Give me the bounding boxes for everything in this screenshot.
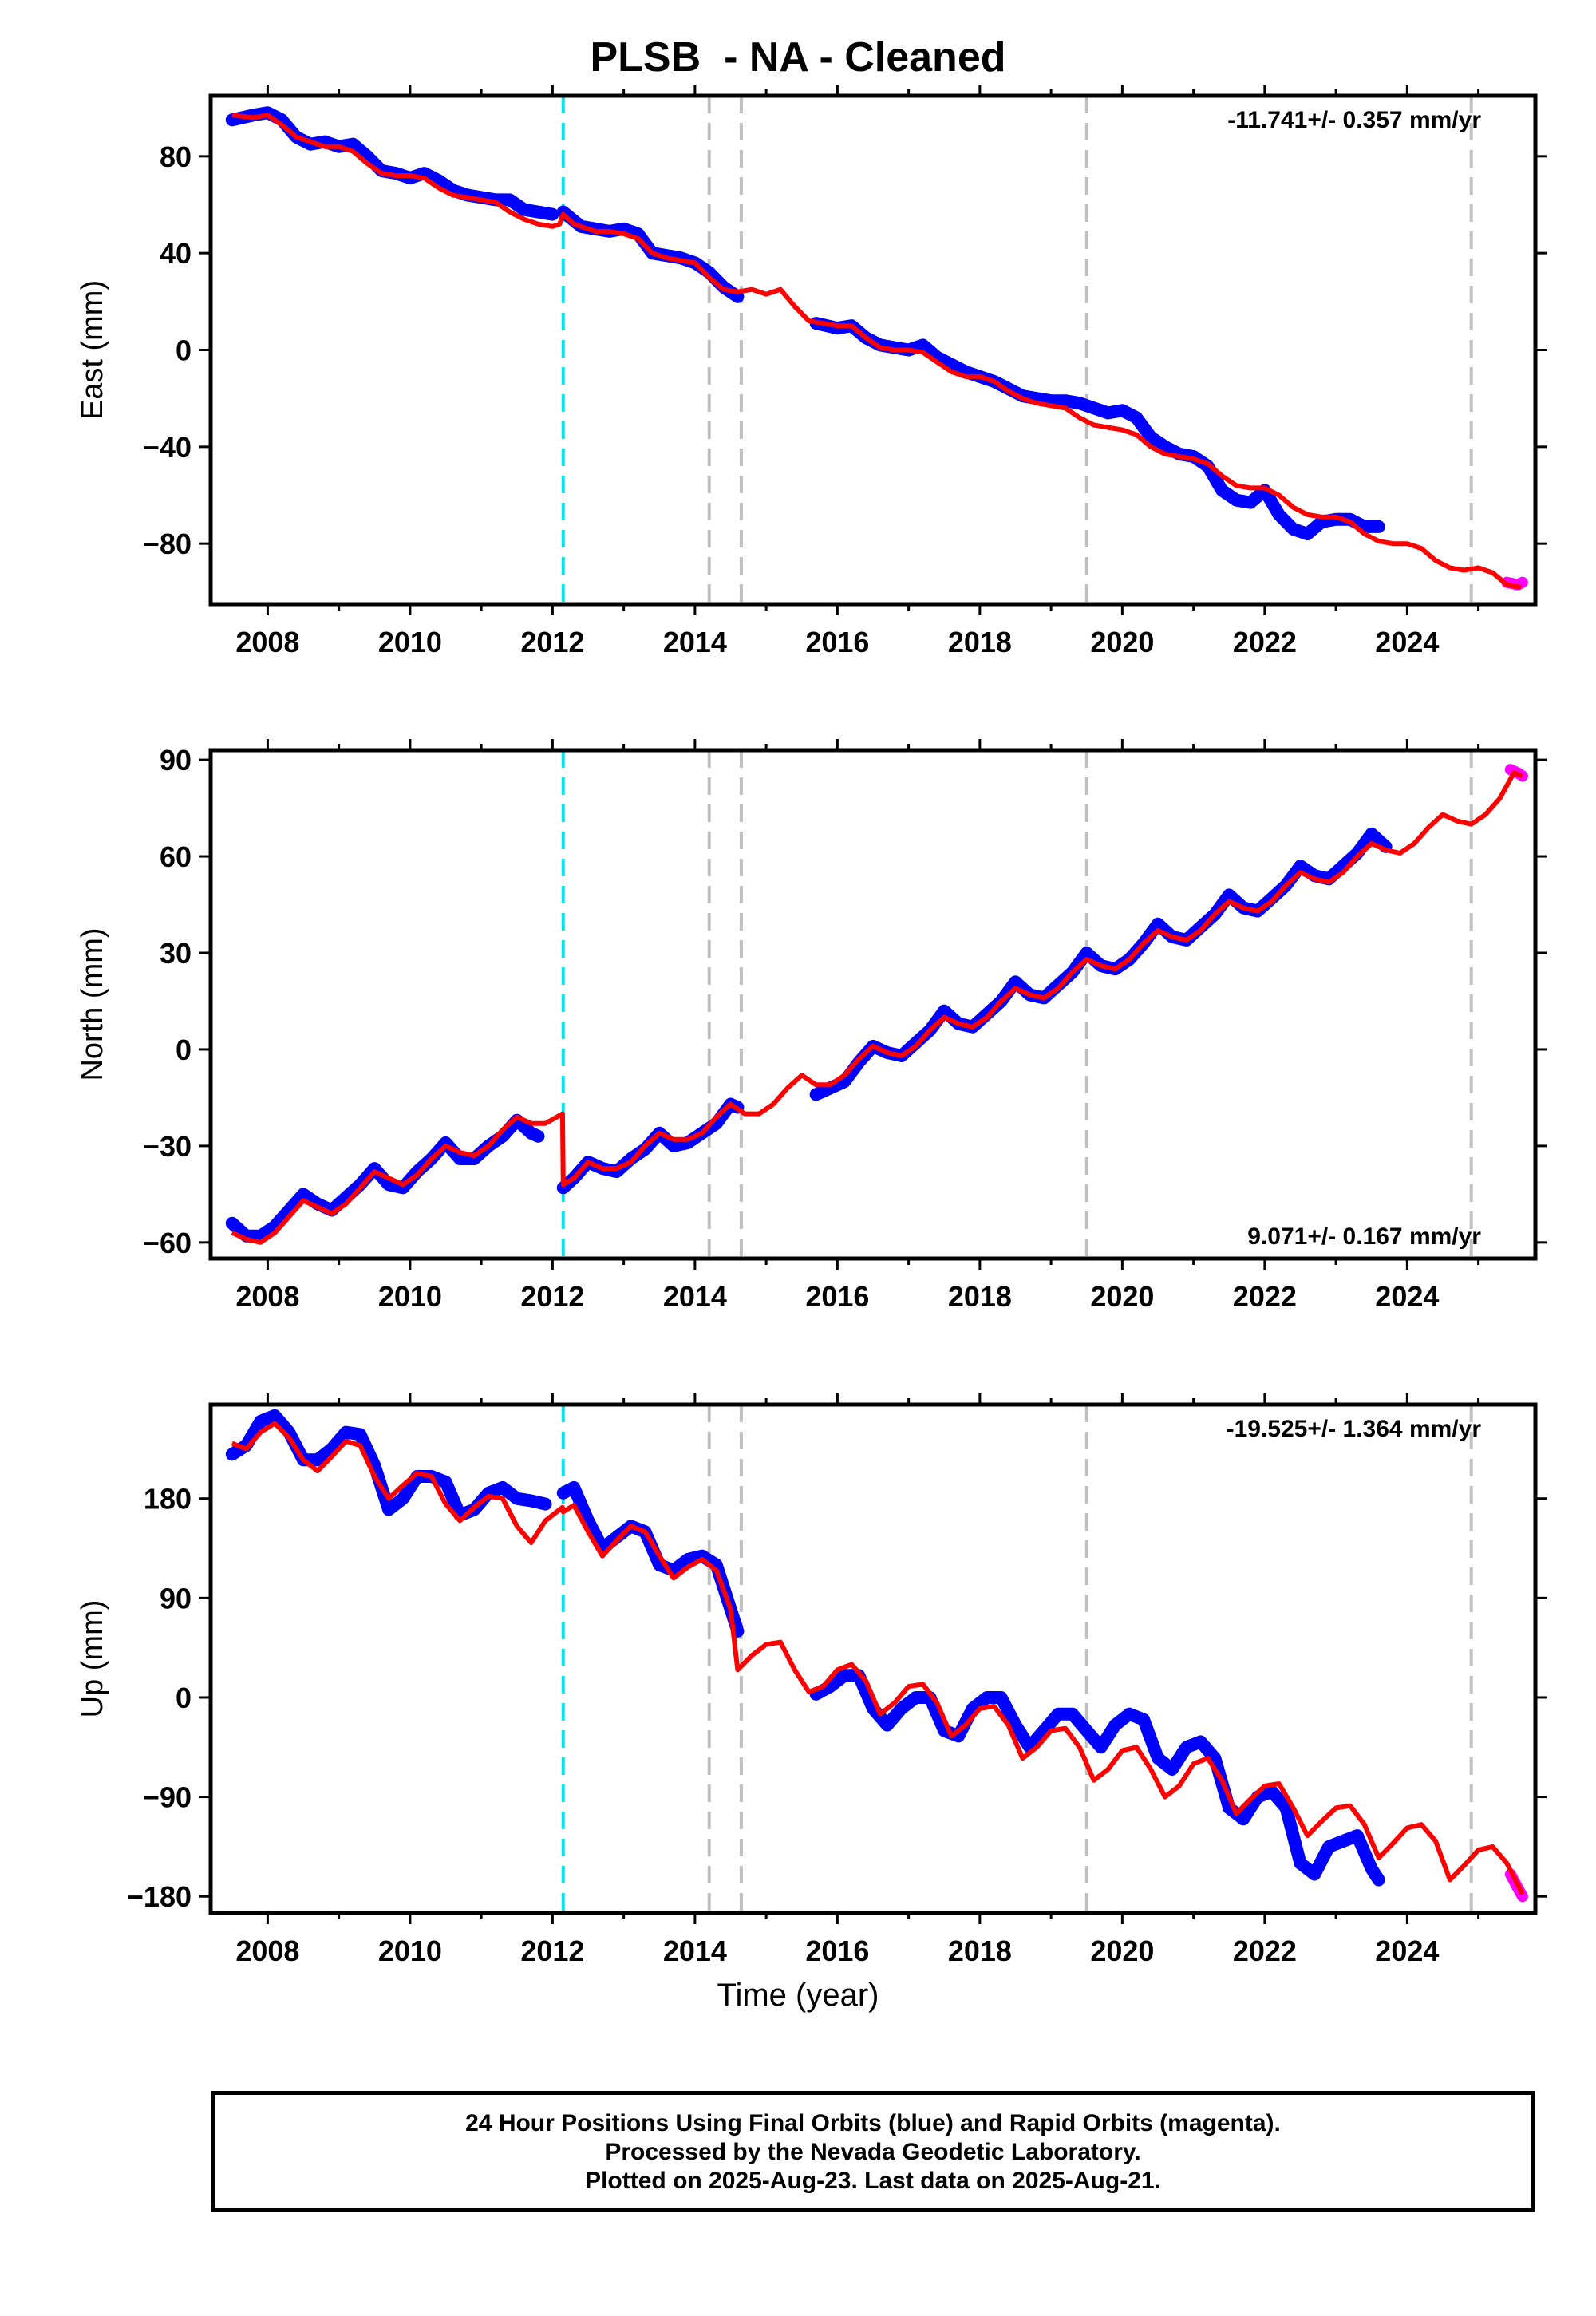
series-group bbox=[225, 764, 1528, 1245]
x-tick-label: 2022 bbox=[1233, 1935, 1297, 1967]
east-panel: 2008 2010 2012 2014 2016 2018 2020 2022 2024 80 40… bbox=[76, 85, 1547, 658]
series-group bbox=[225, 1409, 1528, 1903]
y-tick-label: −90 bbox=[143, 1781, 192, 1814]
y-axis-label: Up (mm) bbox=[76, 1600, 109, 1718]
footer-line-3: Plotted on 2025-Aug-23. Last data on 202… bbox=[585, 2168, 1161, 2194]
plot-frame bbox=[208, 748, 1538, 1261]
up-panel: 2008 2010 2012 2014 2016 2018 2020 2022 2024 180 9… bbox=[76, 1393, 1547, 1967]
x-tick-label: 2022 bbox=[1233, 1280, 1297, 1313]
final-orbit-series bbox=[556, 1097, 745, 1195]
final-orbit-series bbox=[809, 1669, 1385, 1887]
x-tick-label: 2024 bbox=[1375, 626, 1439, 658]
y-tick-label: −40 bbox=[143, 431, 192, 464]
final-orbit-series bbox=[225, 106, 559, 221]
x-tick-label: 2018 bbox=[948, 1280, 1012, 1313]
x-tick-label: 2022 bbox=[1233, 626, 1297, 658]
model-fit-line bbox=[231, 770, 1523, 1245]
x-tick-label: 2008 bbox=[235, 626, 299, 658]
y-tick-label: −30 bbox=[143, 1130, 192, 1163]
x-axis-label: Time (year) bbox=[717, 1978, 879, 2013]
x-tick-label: 2018 bbox=[948, 1935, 1012, 1967]
final-orbit-series bbox=[809, 317, 1385, 540]
x-tick-label: 2010 bbox=[378, 1280, 442, 1313]
x-tick-label: 2012 bbox=[520, 1935, 584, 1967]
y-tick-label: −80 bbox=[143, 528, 192, 560]
y-tick-label: 180 bbox=[144, 1483, 192, 1516]
y-tick-label: 90 bbox=[160, 1582, 192, 1614]
model-fit-line bbox=[231, 113, 1522, 590]
x-tick-label: 2024 bbox=[1375, 1280, 1439, 1313]
y-tick-label: 0 bbox=[176, 1034, 192, 1066]
model-fit-line bbox=[231, 1421, 1525, 1895]
y-axis-label: East (mm) bbox=[76, 280, 109, 420]
y-tick-label: 0 bbox=[176, 1682, 192, 1714]
velocity-rate-label: 9.071+/- 0.167 mm/yr bbox=[1247, 1223, 1481, 1250]
x-tick-label: 2010 bbox=[378, 1935, 442, 1967]
final-orbit-series bbox=[225, 1409, 552, 1522]
footer-box: 24 Hour Positions Using Final Orbits (bl… bbox=[211, 2091, 1535, 2212]
x-tick-label: 2016 bbox=[805, 626, 869, 658]
y-tick-label: 40 bbox=[160, 237, 192, 270]
x-tick-label: 2014 bbox=[663, 1935, 727, 1967]
x-tick-label: 2020 bbox=[1090, 626, 1154, 658]
x-tick-label: 2012 bbox=[520, 626, 584, 658]
x-tick-label: 2008 bbox=[235, 1935, 299, 1967]
velocity-rate-label: -11.741+/- 0.357 mm/yr bbox=[1227, 107, 1481, 133]
final-orbit-series bbox=[556, 1480, 745, 1638]
y-tick-label: 90 bbox=[160, 744, 192, 777]
y-axis-label: North (mm) bbox=[76, 927, 109, 1081]
x-tick-label: 2014 bbox=[663, 626, 727, 658]
x-tick-label: 2010 bbox=[378, 626, 442, 658]
footer-line-2: Processed by the Nevada Geodetic Laborat… bbox=[605, 2139, 1141, 2165]
x-tick-label: 2024 bbox=[1375, 1935, 1439, 1967]
x-tick-label: 2008 bbox=[235, 1280, 299, 1313]
x-tick-label: 2016 bbox=[805, 1935, 869, 1967]
y-tick-label: 60 bbox=[160, 840, 192, 873]
x-tick-label: 2020 bbox=[1090, 1935, 1154, 1967]
footer-line-1: 24 Hour Positions Using Final Orbits (bl… bbox=[465, 2110, 1281, 2136]
y-tick-label: −180 bbox=[127, 1880, 192, 1913]
velocity-rate-label: -19.525+/- 1.364 mm/yr bbox=[1227, 1416, 1482, 1442]
y-tick-label: 80 bbox=[160, 140, 192, 173]
plot-frame bbox=[208, 1402, 1538, 1915]
series-group bbox=[225, 106, 1528, 591]
x-tick-label: 2012 bbox=[520, 1280, 584, 1313]
y-tick-label: 0 bbox=[176, 334, 192, 367]
x-tick-label: 2016 bbox=[805, 1280, 869, 1313]
y-tick-label: −60 bbox=[143, 1227, 192, 1259]
north-panel: 2008 2010 2012 2014 2016 2018 2020 2022 2024 90 60… bbox=[76, 739, 1547, 1313]
x-tick-label: 2018 bbox=[948, 626, 1012, 658]
chart-title: PLSB - NA - Cleaned bbox=[590, 34, 1006, 81]
x-tick-label: 2020 bbox=[1090, 1280, 1154, 1313]
x-tick-label: 2014 bbox=[663, 1280, 727, 1313]
y-tick-label: 30 bbox=[160, 937, 192, 970]
